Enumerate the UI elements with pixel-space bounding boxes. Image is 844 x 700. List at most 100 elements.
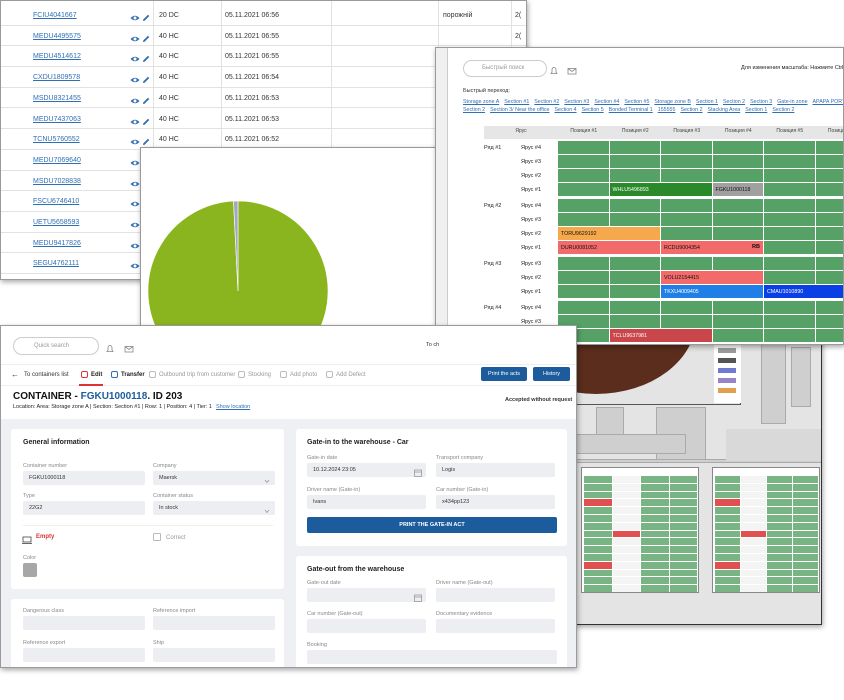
yard-cell bbox=[641, 515, 669, 522]
yard-cell bbox=[767, 546, 792, 553]
quick-nav-link: Section 1 bbox=[695, 99, 718, 105]
yard-cell bbox=[715, 522, 740, 530]
yard-cell bbox=[715, 546, 740, 553]
yard-cell bbox=[584, 585, 612, 592]
row-label: Ряд #3 bbox=[484, 261, 502, 267]
field-label: Driver name (Gate-in) bbox=[307, 487, 361, 493]
field-value: Logis bbox=[442, 467, 456, 473]
yard-cell bbox=[612, 554, 640, 561]
container-id: RCDU9004354 bbox=[664, 244, 700, 251]
row-label: Ряд #4 bbox=[484, 305, 502, 311]
yard-cell bbox=[669, 569, 697, 577]
container-date: 05.11.2021 06:53 bbox=[225, 94, 279, 102]
yard-cell bbox=[612, 569, 640, 577]
action-button[interactable]: History bbox=[533, 367, 570, 381]
grid-cell bbox=[712, 257, 763, 270]
tab: Edit bbox=[91, 372, 103, 378]
tab: Stocking bbox=[248, 372, 272, 378]
container-date: 05.11.2021 06:55 bbox=[225, 32, 279, 40]
container-cell: RCDU9004354 RB bbox=[661, 241, 763, 254]
grid-cell bbox=[815, 183, 843, 196]
card: Dangerous class Reference import Reference… bbox=[11, 599, 284, 667]
container-form-window: Quick search To ch ← To containers list Edit… bbox=[0, 325, 577, 668]
yard-cell bbox=[584, 522, 612, 530]
quick-nav-link: APAPA PORT bbox=[812, 99, 844, 105]
yard-cell bbox=[715, 585, 740, 592]
quick-nav-link: Section 2 bbox=[772, 107, 795, 113]
tab: Add Defect bbox=[336, 372, 366, 378]
grid-cell bbox=[764, 169, 815, 182]
container-tag: RB bbox=[752, 244, 760, 250]
yard-cell bbox=[641, 476, 669, 483]
legend-swatch bbox=[718, 368, 736, 373]
yard-cell bbox=[669, 522, 697, 530]
yard-cell bbox=[641, 577, 669, 585]
column-header: Позиция #4 bbox=[724, 128, 752, 134]
yard-cell bbox=[793, 483, 818, 491]
container-status: порожній bbox=[443, 12, 473, 19]
field-input: 10.12.2024 23:05 bbox=[307, 463, 426, 477]
grid-cell bbox=[815, 301, 843, 314]
yard-cell bbox=[741, 577, 766, 585]
truncated-cell: 2( bbox=[515, 32, 522, 40]
yard-cell bbox=[793, 569, 818, 577]
yard-block bbox=[576, 434, 686, 454]
action-button[interactable]: Print the acts bbox=[481, 367, 527, 381]
yard-cell bbox=[715, 569, 740, 577]
view-icon bbox=[130, 93, 140, 104]
yard-cell bbox=[767, 530, 792, 538]
field-value: Maersk bbox=[159, 475, 178, 481]
warehouse-window: Быстрый поиск Для изменения масштаба: Наж… bbox=[435, 47, 844, 345]
yard-cell bbox=[669, 476, 697, 483]
bell-icon bbox=[549, 63, 559, 74]
location-text: Location: Area: Storage zone A | Section… bbox=[13, 404, 212, 410]
yard-cell bbox=[741, 569, 766, 577]
quick-nav-link: Stacking Area bbox=[707, 107, 741, 113]
card: Gate-out from the warehouse Gate-out date… bbox=[296, 556, 567, 667]
edit-icon bbox=[141, 114, 151, 125]
column-divider bbox=[331, 1, 332, 279]
print-gate-in-button[interactable]: PRINT THE GATE-IN ACT bbox=[307, 517, 557, 533]
field-label: Driver name (Gate-out) bbox=[436, 580, 493, 586]
grid-cell bbox=[661, 169, 712, 182]
field-input: FGKU1000118 bbox=[23, 471, 145, 485]
grid-cell bbox=[661, 155, 712, 168]
container-link: UETU5658593 bbox=[33, 219, 80, 226]
container-cell: WHLU5496893 bbox=[609, 183, 712, 196]
field-value: Ivans bbox=[313, 499, 327, 505]
quick-nav-line: Section 2 Section 3/ Near the office Secti… bbox=[463, 107, 843, 115]
container-date: 05.11.2021 06:55 bbox=[225, 53, 279, 61]
correct-label: Correct bbox=[166, 535, 186, 541]
yard-cell bbox=[584, 483, 612, 491]
show-location-link[interactable]: Show location bbox=[215, 404, 251, 410]
grid-cell bbox=[609, 155, 660, 168]
pie-window bbox=[140, 147, 440, 337]
column-header: Позиция #5 bbox=[776, 128, 804, 134]
column-header: Позиция #2 bbox=[621, 128, 649, 134]
grid-cell bbox=[609, 213, 660, 226]
yard-cell bbox=[741, 554, 766, 561]
view-icon bbox=[130, 51, 140, 62]
yard-cell bbox=[612, 491, 640, 499]
yard-cell bbox=[793, 507, 818, 514]
container-link: CXDU1809578 bbox=[33, 74, 81, 82]
grid-cell bbox=[764, 227, 815, 240]
yard-cell bbox=[612, 585, 640, 592]
container-date: 05.11.2021 06:52 bbox=[225, 136, 279, 144]
correct-checkbox[interactable] bbox=[153, 533, 161, 541]
container-cell: VOLU2154415 bbox=[661, 271, 763, 284]
grid-cell bbox=[609, 257, 660, 270]
yard-cell bbox=[767, 569, 792, 577]
grid-cell bbox=[609, 285, 660, 298]
container-type: 40 HC bbox=[159, 94, 179, 102]
field-input: 22G2 bbox=[23, 501, 145, 515]
field-value: 22G2 bbox=[29, 505, 43, 511]
view-icon-glyph bbox=[130, 98, 140, 104]
edit-icon-glyph bbox=[143, 118, 150, 125]
column-header: Ярус bbox=[515, 128, 527, 134]
quick-nav-link: Section 4 bbox=[554, 107, 577, 113]
yard-grid bbox=[581, 467, 699, 593]
yard-cell bbox=[584, 538, 612, 546]
quick-nav-link: Section #3 bbox=[564, 99, 590, 105]
grid-cell bbox=[712, 227, 763, 240]
